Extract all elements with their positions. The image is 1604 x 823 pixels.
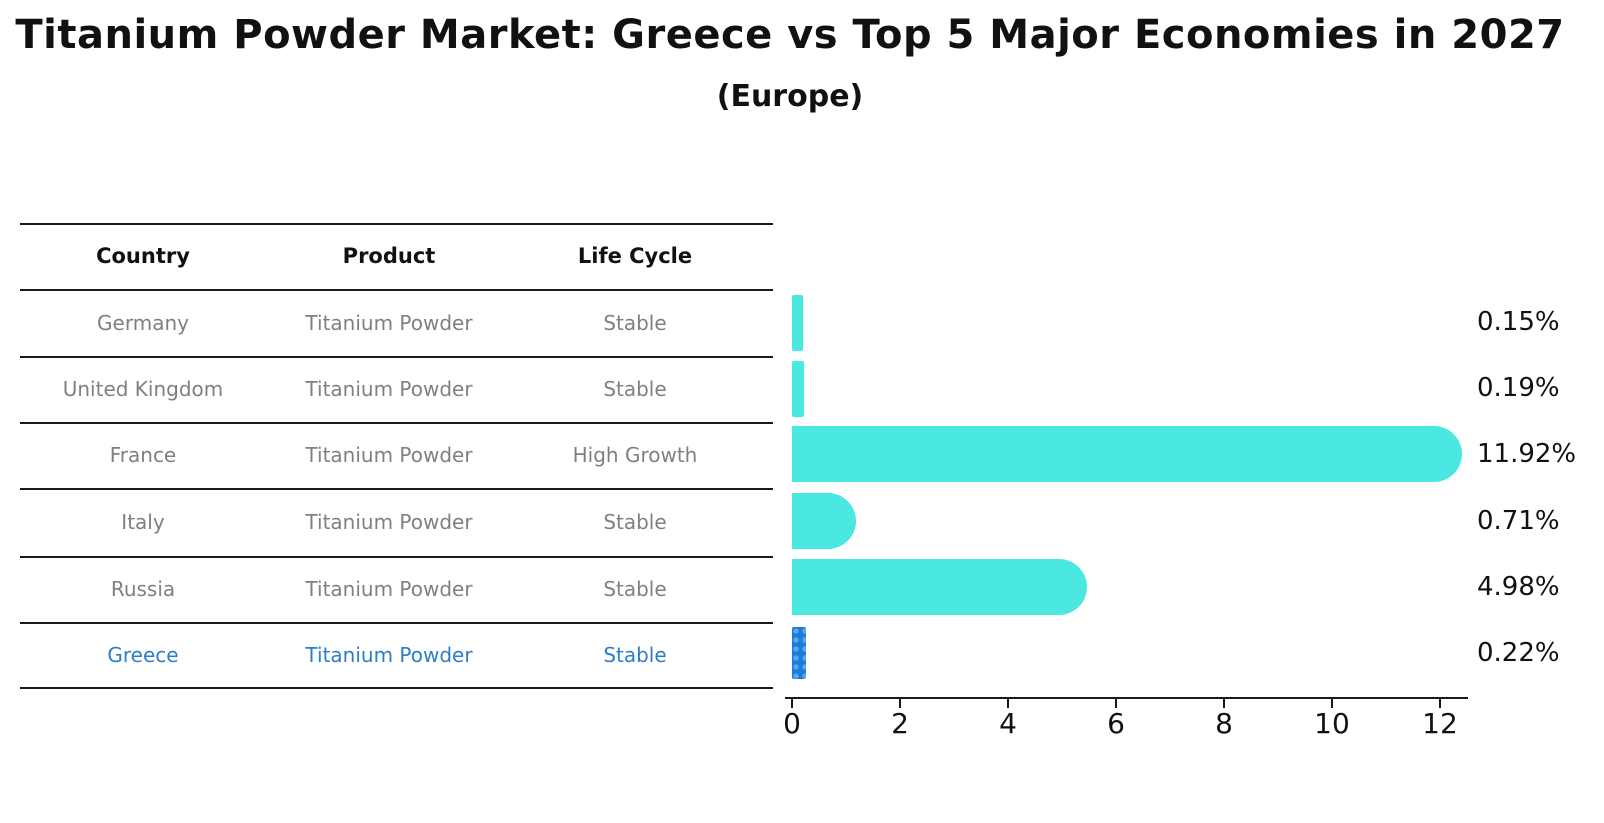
x-axis-tick-label: 12 [1422, 707, 1458, 740]
x-axis-line [785, 697, 1468, 699]
bar-united-kingdom [792, 361, 805, 417]
x-axis-tick-label: 2 [891, 707, 909, 740]
cell-life-cycle: Stable [603, 377, 667, 401]
cell-life-cycle: Stable [603, 577, 667, 601]
x-axis-tick-label: 0 [783, 707, 801, 740]
cell-life-cycle: Stable [603, 510, 667, 534]
table-row-russia: Russia Titanium Powder Stable [20, 556, 758, 622]
bar-italy [792, 493, 857, 549]
value-label-united-kingdom: 0.19% [1477, 373, 1560, 403]
cell-product: Titanium Powder [305, 310, 473, 335]
table-row-france: France Titanium Powder High Growth [20, 422, 758, 488]
value-label-italy: 0.71% [1477, 506, 1560, 536]
x-axis-tick [1007, 699, 1009, 708]
cell-country: Italy [121, 510, 165, 534]
cell-product: Titanium Powder [305, 377, 473, 401]
x-axis-tick [791, 699, 793, 708]
row-separator [20, 356, 773, 358]
cell-life-cycle: Stable [603, 642, 667, 667]
x-axis-tick-label: 6 [1107, 707, 1125, 740]
x-axis-tick [1115, 699, 1117, 708]
cell-product: Titanium Powder [305, 642, 473, 667]
cell-country: Russia [110, 577, 176, 601]
cell-product: Titanium Powder [305, 577, 473, 601]
cell-life-cycle: Stable [603, 310, 667, 335]
table-row-united-kingdom: United Kingdom Titanium Powder Stable [20, 356, 758, 422]
table-row-italy: Italy Titanium Powder Stable [20, 488, 758, 556]
table-top-line [20, 223, 773, 225]
x-axis-tick [1439, 699, 1441, 708]
cell-country: France [109, 443, 177, 467]
value-label-russia: 4.98% [1477, 572, 1560, 602]
column-header-product: Product [342, 244, 436, 268]
table-header-line [20, 289, 773, 291]
table-bottom-line [20, 687, 773, 689]
value-label-greece: 0.22% [1477, 638, 1560, 668]
row-separator [20, 556, 773, 558]
x-axis-tick-label: 10 [1314, 707, 1350, 740]
chart-title: Titanium Powder Market: Greece vs Top 5 … [15, 12, 1565, 58]
value-label-france: 11.92% [1477, 439, 1577, 469]
bar-germany [792, 295, 803, 351]
row-separator [20, 422, 773, 424]
value-label-germany: 0.15% [1477, 307, 1560, 337]
x-axis-tick-label: 8 [1215, 707, 1233, 740]
column-header-life-cycle: Life Cycle [577, 244, 693, 268]
bar-france [792, 426, 1462, 482]
table-row-greece: Greece Titanium Powder Stable [20, 622, 758, 687]
table-row-germany: Germany Titanium Powder Stable [20, 289, 758, 356]
bar-greece [792, 627, 806, 679]
row-separator [20, 488, 773, 490]
cell-country: Germany [97, 310, 189, 335]
chart-subtitle: (Europe) [716, 79, 864, 114]
cell-product: Titanium Powder [305, 510, 473, 534]
cell-country: Greece [107, 642, 179, 667]
cell-life-cycle: High Growth [572, 443, 698, 467]
x-axis-tick [899, 699, 901, 708]
row-separator [20, 622, 773, 624]
bar-russia [792, 559, 1087, 615]
x-axis-tick [1331, 699, 1333, 708]
table-header-row: Country Product Life Cycle [20, 223, 758, 289]
cell-product: Titanium Powder [305, 443, 473, 467]
x-axis-tick-label: 4 [999, 707, 1017, 740]
cell-country: United Kingdom [62, 377, 224, 401]
x-axis-tick [1223, 699, 1225, 708]
column-header-country: Country [96, 244, 190, 268]
